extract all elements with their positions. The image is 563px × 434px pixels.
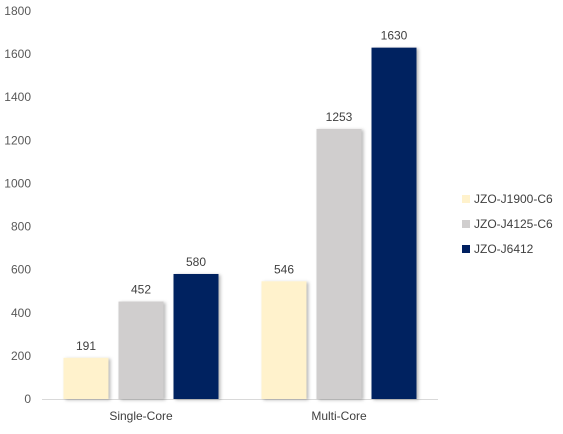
bar xyxy=(261,281,307,399)
y-axis: 0 200 400 600 800 1000 1200 1400 1600 1800 xyxy=(4,4,31,406)
bar xyxy=(371,47,417,400)
y-tick-label: 400 xyxy=(11,306,31,320)
legend-label: JZO-J1900-C6 xyxy=(474,192,553,206)
data-label: 452 xyxy=(131,283,151,297)
bar xyxy=(63,357,109,399)
data-label: 546 xyxy=(274,262,294,276)
y-tick-label: 1200 xyxy=(4,133,31,147)
x-category-label: Single-Core xyxy=(109,409,173,423)
data-label: 1630 xyxy=(381,29,408,43)
legend-swatch xyxy=(462,220,470,228)
data-labels: 191 452 580 546 1253 1630 xyxy=(76,29,408,353)
legend-swatch xyxy=(462,195,470,203)
y-tick-label: 1000 xyxy=(4,176,31,190)
data-label: 1253 xyxy=(326,110,353,124)
bars xyxy=(63,47,417,400)
y-tick-label: 0 xyxy=(24,392,31,406)
x-category-label: Multi-Core xyxy=(311,409,367,423)
x-axis: Single-Core Multi-Core xyxy=(42,399,438,423)
y-tick-label: 800 xyxy=(11,220,31,234)
y-tick-label: 1800 xyxy=(4,4,31,18)
y-tick-label: 600 xyxy=(11,263,31,277)
legend-swatch xyxy=(462,245,470,253)
legend-label: JZO-J6412 xyxy=(474,242,534,256)
legend: JZO-J1900-C6 JZO-J4125-C6 JZO-J6412 xyxy=(462,192,553,256)
data-label: 580 xyxy=(186,255,206,269)
data-label: 191 xyxy=(76,339,96,353)
bar xyxy=(316,128,362,400)
y-tick-label: 1400 xyxy=(4,90,31,104)
legend-label: JZO-J4125-C6 xyxy=(474,217,553,231)
y-tick-label: 200 xyxy=(11,349,31,363)
bar xyxy=(118,301,164,399)
y-tick-label: 1600 xyxy=(4,47,31,61)
bar xyxy=(173,273,219,399)
